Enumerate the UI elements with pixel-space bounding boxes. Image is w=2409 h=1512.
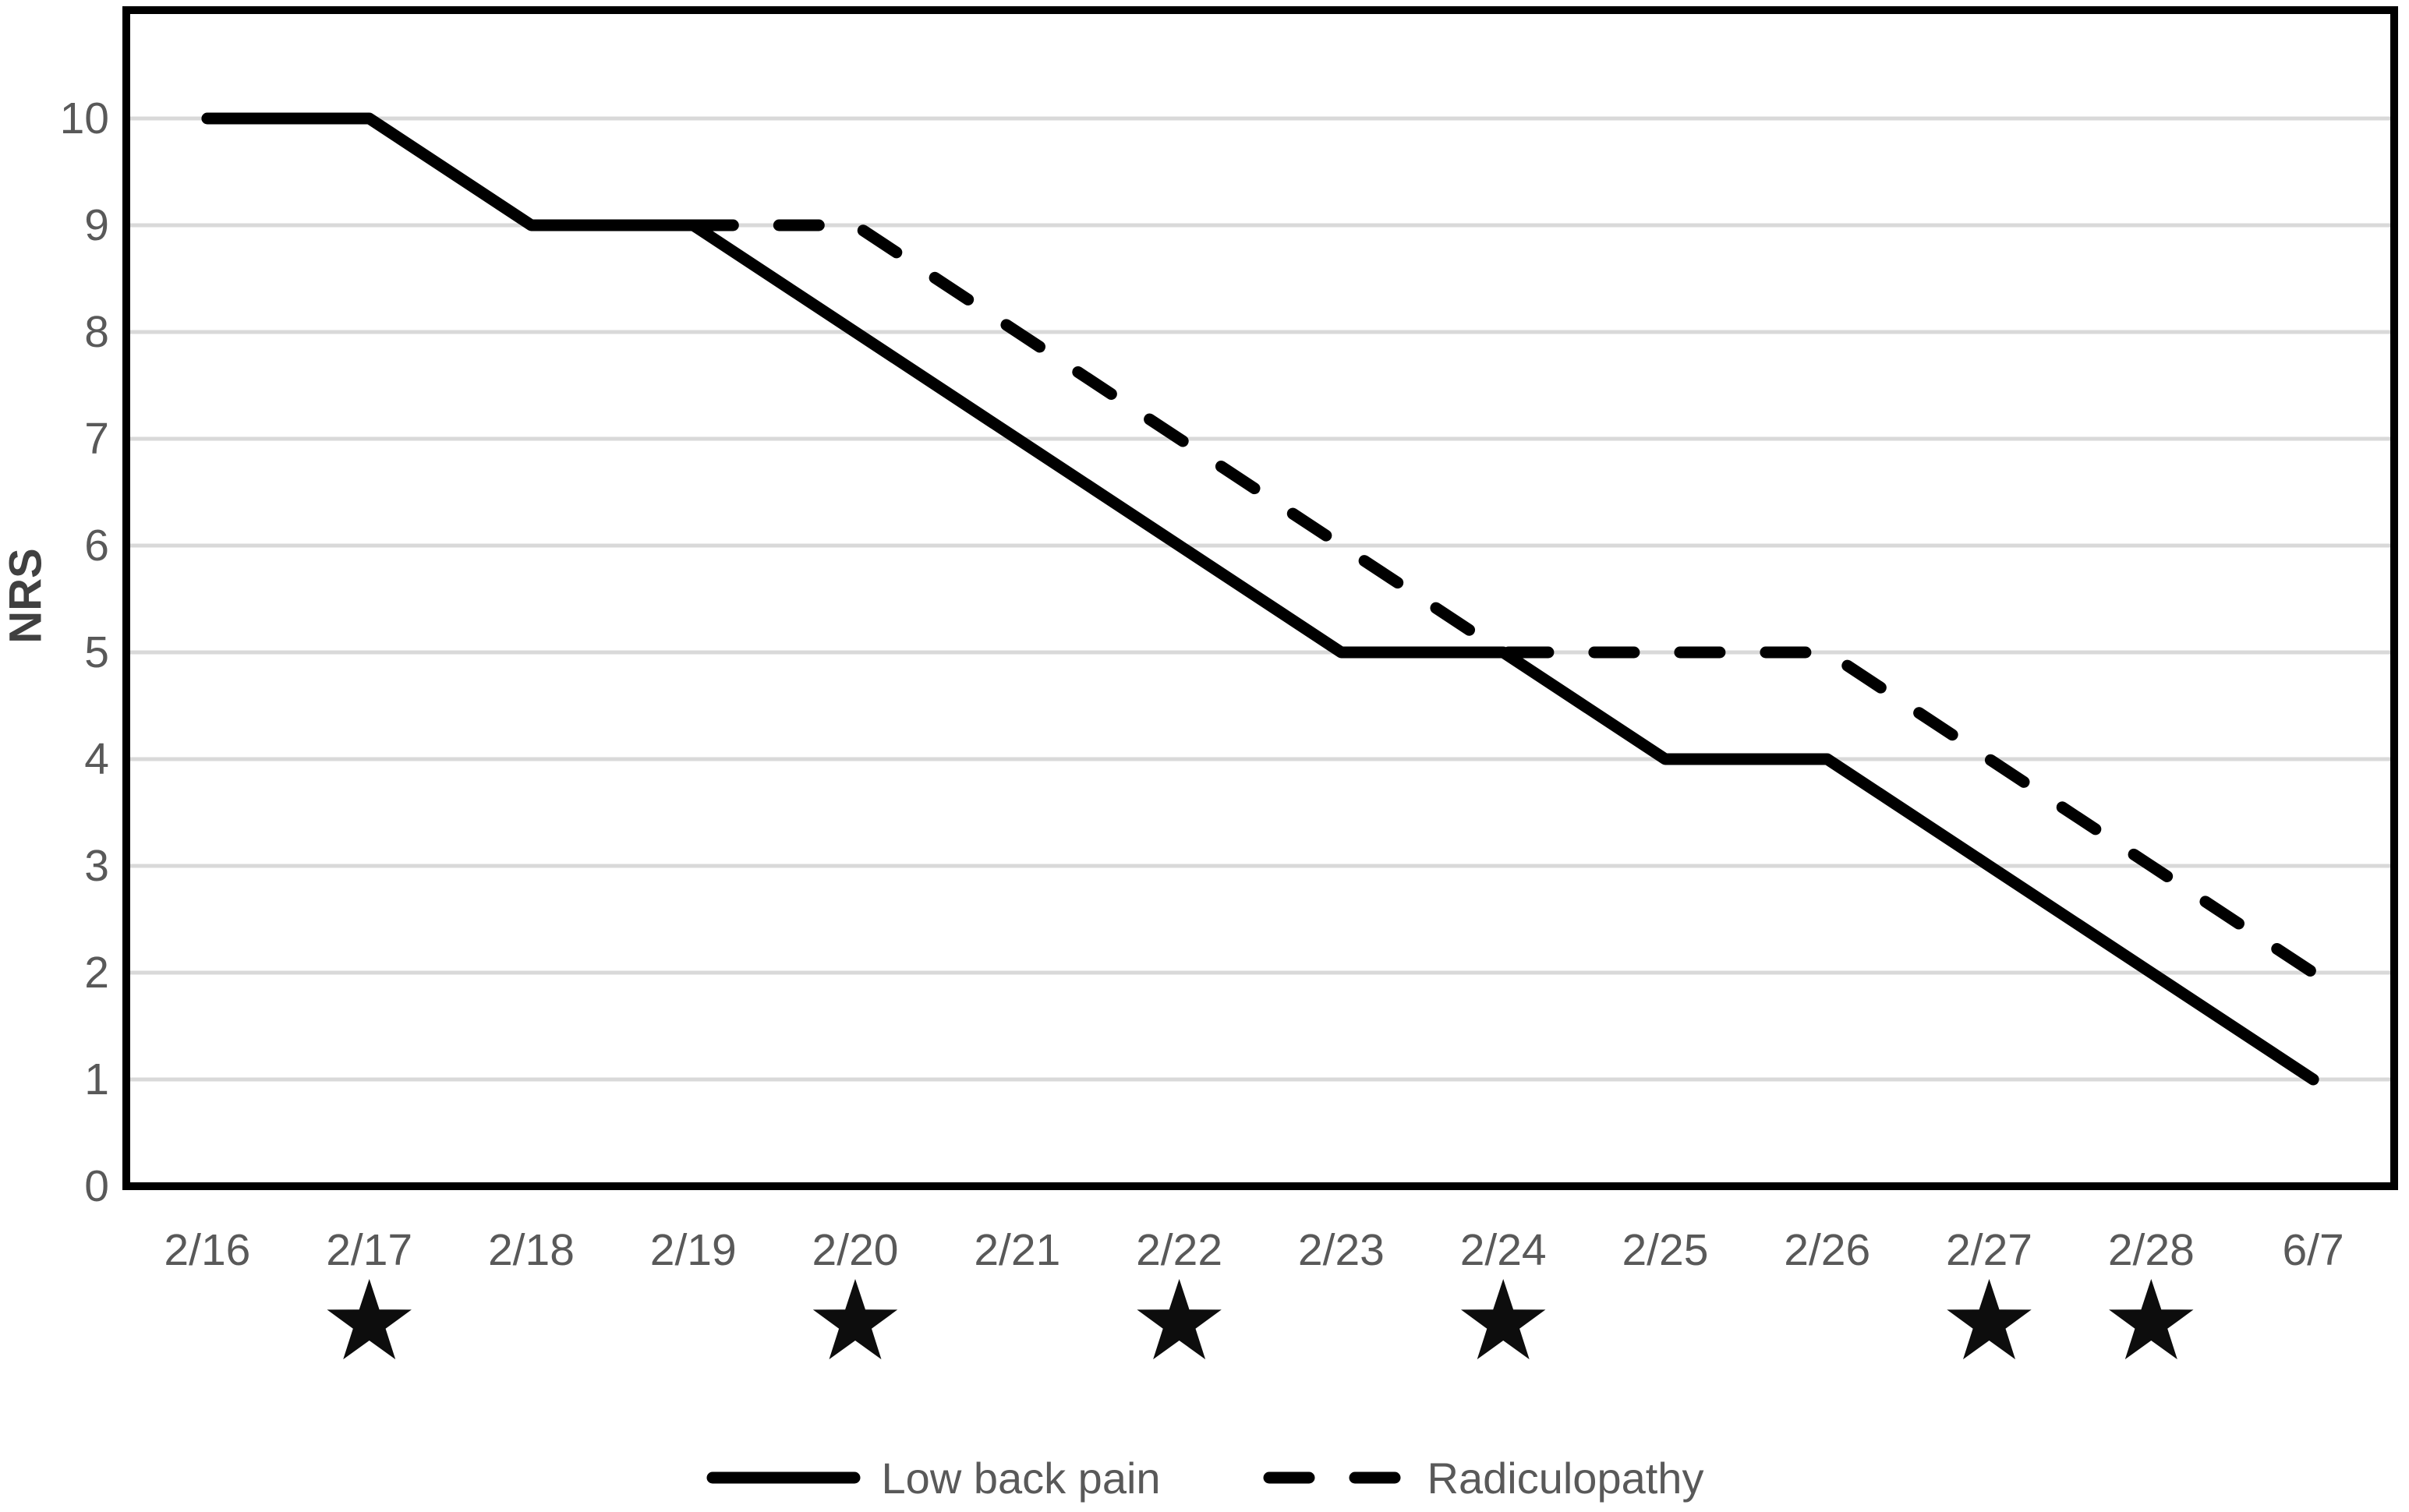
x-tick-label: 2/16: [164, 1225, 251, 1275]
legend-label-radiculopathy: Radiculopathy: [1427, 1453, 1704, 1503]
y-tick-label: 1: [84, 1055, 109, 1104]
legend-item-low-back-pain: Low back pain: [706, 1453, 1161, 1503]
y-tick-label: 7: [84, 414, 109, 464]
star-icon: [2109, 1279, 2194, 1360]
y-tick-label: 2: [84, 948, 109, 998]
x-tick-label: 6/7: [2282, 1225, 2344, 1275]
series-line-radiculopathy: [687, 219, 2319, 979]
solid-line-sample-icon: [706, 1471, 861, 1484]
x-tick-label: 2/22: [1136, 1225, 1223, 1275]
dashed-line-sample-icon: [1263, 1471, 1407, 1484]
x-tick-label: 2/18: [487, 1225, 575, 1275]
y-tick-label: 5: [84, 627, 109, 677]
star-icon: [1947, 1279, 2032, 1360]
x-tick-label: 2/23: [1297, 1225, 1385, 1275]
star-icon: [1461, 1279, 1546, 1360]
y-tick-label: 10: [59, 94, 109, 143]
x-tick-label: 2/24: [1459, 1225, 1547, 1275]
y-tick-label: 3: [84, 841, 109, 891]
series-line-low-back-pain: [201, 112, 2319, 1086]
y-tick-label: 0: [84, 1161, 109, 1211]
x-tick-label: 2/26: [1784, 1225, 1871, 1275]
legend-item-radiculopathy: Radiculopathy: [1262, 1453, 1704, 1503]
y-tick-label: 4: [84, 734, 109, 784]
x-tick-label: 2/19: [649, 1225, 737, 1275]
x-tick-label: 2/25: [1622, 1225, 1709, 1275]
x-tick-label: 2/17: [326, 1225, 413, 1275]
plot-border: [122, 6, 2398, 1190]
y-tick-label: 9: [84, 200, 109, 250]
x-tick-label: 2/21: [974, 1225, 1061, 1275]
legend-label-low-back-pain: Low back pain: [881, 1453, 1161, 1503]
x-tick-label: 2/20: [812, 1225, 899, 1275]
y-tick-label: 6: [84, 521, 109, 571]
x-tick-label: 2/28: [2107, 1225, 2195, 1275]
legend: Low back pain Radiculopathy: [0, 1447, 2409, 1509]
star-icon: [1137, 1279, 1222, 1360]
x-tick-label: 2/27: [1946, 1225, 2032, 1275]
star-icon: [327, 1279, 412, 1360]
star-icon: [812, 1279, 898, 1360]
y-tick-label: 8: [84, 307, 109, 357]
